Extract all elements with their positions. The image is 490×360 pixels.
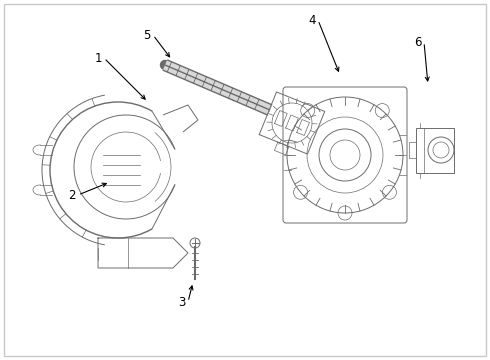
Text: 3: 3 bbox=[178, 296, 186, 309]
Text: 5: 5 bbox=[143, 28, 151, 41]
Circle shape bbox=[161, 60, 170, 69]
Text: 1: 1 bbox=[94, 51, 102, 64]
Text: 6: 6 bbox=[414, 36, 422, 49]
Text: 4: 4 bbox=[308, 14, 316, 27]
Text: 2: 2 bbox=[68, 189, 76, 202]
Bar bbox=[416, 127, 454, 172]
